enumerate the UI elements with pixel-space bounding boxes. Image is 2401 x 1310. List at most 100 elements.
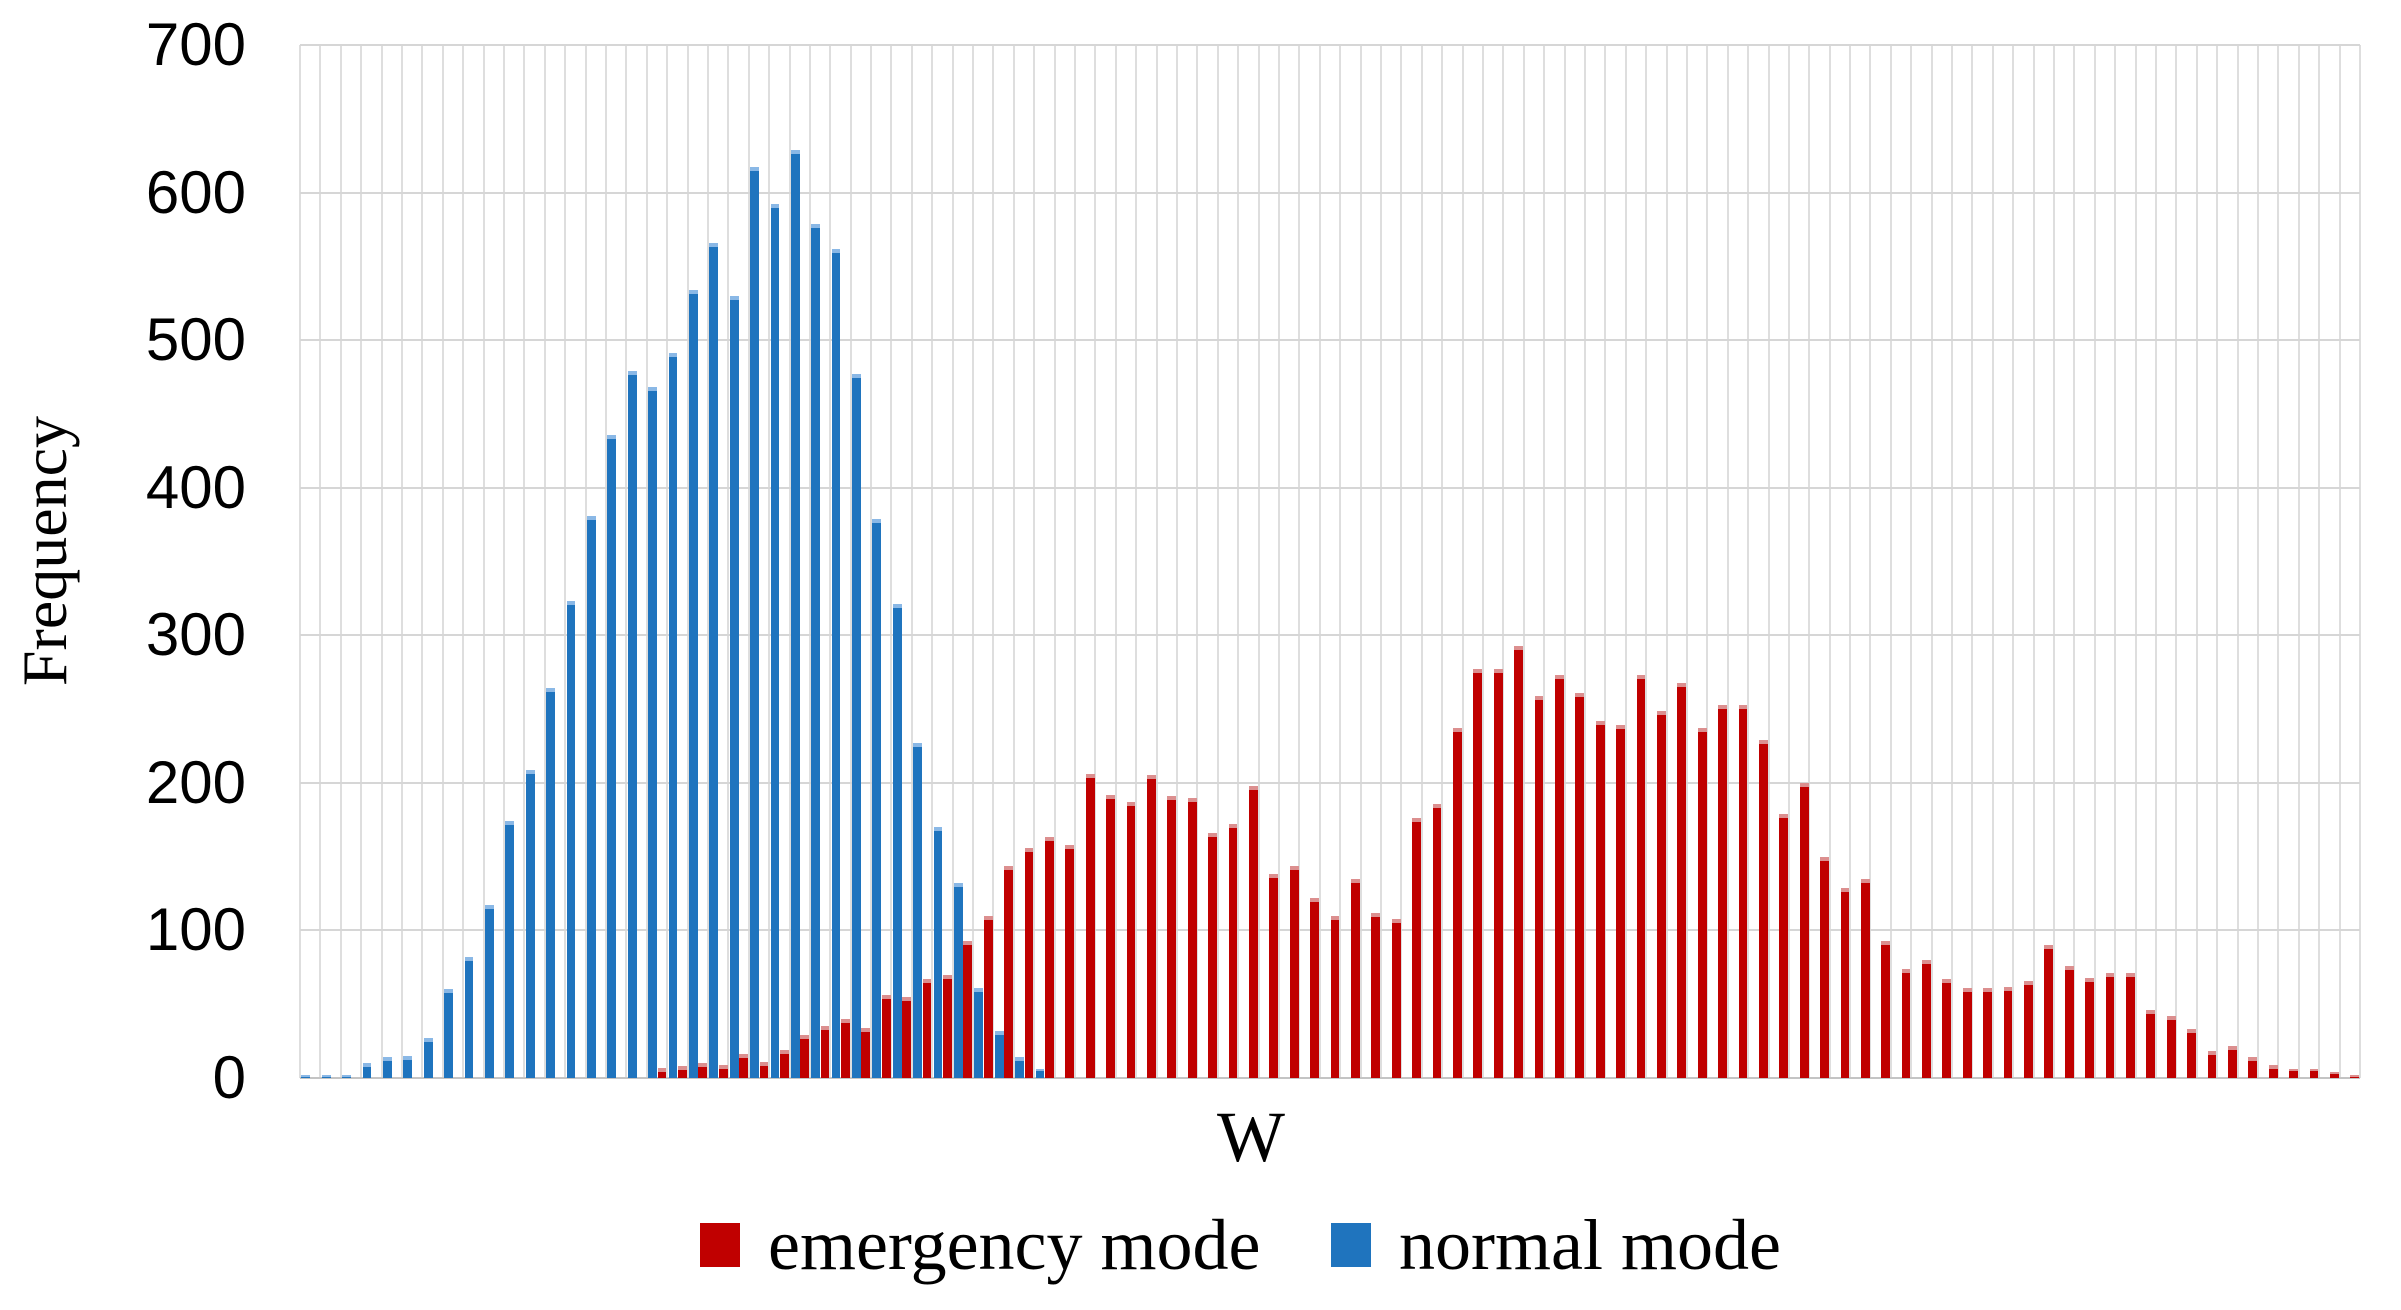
vertical-gridline <box>1971 45 1974 1078</box>
vertical-gridline <box>319 45 322 1078</box>
emergency-mode-bar <box>1432 803 1442 1078</box>
legend-item-emergency-mode: emergency mode <box>700 1200 1260 1290</box>
emergency-mode-bar <box>1249 785 1258 1078</box>
vertical-gridline <box>1910 45 1913 1078</box>
vertical-gridline <box>768 45 771 1078</box>
vertical-gridline <box>1033 45 1036 1078</box>
y-tick-label: 100 <box>145 896 246 964</box>
emergency-mode-bar <box>1371 912 1381 1078</box>
emergency-mode-bar <box>1962 987 1972 1078</box>
vertical-gridline <box>1420 45 1423 1078</box>
y-tick-label: 0 <box>212 1044 246 1111</box>
vertical-gridline <box>1012 45 1015 1078</box>
vertical-gridline <box>1094 45 1097 1078</box>
legend: emergency mode normal mode <box>0 1200 2401 1295</box>
vertical-gridline <box>1257 45 1260 1078</box>
emergency-mode-bar <box>983 915 993 1078</box>
vertical-gridline <box>2073 45 2076 1078</box>
vertical-gridline <box>1787 45 1790 1078</box>
horizontal-gridline <box>300 634 2360 637</box>
emergency-mode-bar <box>881 995 891 1078</box>
normal-mode-bar <box>444 989 453 1078</box>
emergency-mode-bar <box>1942 979 1952 1078</box>
emergency-mode-bar <box>1575 692 1585 1078</box>
normal-mode-bar <box>403 1055 413 1078</box>
normal-mode-bar <box>729 295 739 1078</box>
vertical-gridline <box>1706 45 1709 1078</box>
normal-mode-bar <box>1035 1069 1045 1078</box>
vertical-gridline <box>1502 45 1505 1078</box>
normal-mode-bar <box>831 248 841 1078</box>
plot-area <box>299 44 2361 1079</box>
normal-mode-bar <box>954 883 963 1078</box>
vertical-gridline <box>645 45 648 1078</box>
vertical-gridline <box>564 45 567 1078</box>
emergency-mode-bar <box>2228 1045 2237 1078</box>
vertical-gridline <box>2318 45 2321 1078</box>
horizontal-gridline <box>300 339 2360 342</box>
vertical-gridline <box>1298 45 1301 1078</box>
vertical-gridline <box>1951 45 1954 1078</box>
emergency-mode-bar <box>1330 915 1340 1078</box>
vertical-gridline <box>747 45 750 1078</box>
vertical-gridline <box>2216 45 2219 1078</box>
emergency-mode-bar <box>677 1066 687 1078</box>
vertical-gridline <box>1237 45 1240 1078</box>
normal-mode-bar <box>770 204 780 1078</box>
vertical-gridline <box>1930 45 1933 1078</box>
vertical-gridline <box>523 45 526 1078</box>
vertical-gridline <box>1543 45 1546 1078</box>
emergency-mode-bar <box>963 940 973 1078</box>
normal-mode-bar <box>668 353 678 1078</box>
emergency-mode-bar <box>1187 797 1197 1078</box>
emergency-mode-bar <box>922 979 932 1078</box>
vertical-gridline <box>1685 45 1688 1078</box>
vertical-gridline <box>543 45 546 1078</box>
horizontal-gridline <box>300 191 2360 194</box>
vertical-gridline <box>502 45 505 1078</box>
normal-mode-bar <box>790 149 800 1078</box>
vertical-gridline <box>584 45 587 1078</box>
x-axis-title: W <box>1217 1097 1285 1177</box>
vertical-gridline <box>1379 45 1382 1078</box>
emergency-mode-bar <box>779 1049 789 1078</box>
vertical-gridline <box>2114 45 2117 1078</box>
vertical-gridline <box>2359 45 2361 1078</box>
vertical-gridline <box>2053 45 2056 1078</box>
vertical-gridline <box>2155 45 2158 1078</box>
emergency-mode-bar <box>2166 1016 2176 1078</box>
emergency-mode-bar <box>2268 1064 2278 1078</box>
vertical-gridline <box>1869 45 1872 1078</box>
emergency-mode-bar <box>1636 675 1646 1078</box>
vertical-gridline <box>1155 45 1158 1078</box>
emergency-mode-bar <box>1758 740 1768 1078</box>
emergency-mode-bar <box>2289 1069 2298 1078</box>
vertical-gridline <box>2338 45 2341 1078</box>
emergency-mode-bar <box>1024 847 1034 1078</box>
emergency-mode-bar <box>2044 945 2054 1078</box>
emergency-mode-bar <box>1473 669 1483 1078</box>
vertical-gridline <box>421 45 424 1078</box>
emergency-mode-bar <box>1106 794 1116 1078</box>
emergency-mode-bar <box>1493 669 1503 1078</box>
emergency-mode-bar <box>2330 1072 2339 1078</box>
vertical-gridline <box>2175 45 2178 1078</box>
vertical-gridline <box>1481 45 1484 1078</box>
vertical-gridline <box>2032 45 2035 1078</box>
normal-mode-bar <box>627 371 637 1078</box>
emergency-mode-bar <box>1147 775 1156 1078</box>
emergency-mode-bar <box>657 1067 667 1078</box>
emergency-mode-bar <box>943 974 952 1078</box>
vertical-gridline <box>931 45 934 1078</box>
vertical-gridline <box>299 45 301 1078</box>
vertical-gridline <box>666 45 669 1078</box>
normal-mode-swatch <box>1331 1223 1371 1267</box>
vertical-gridline <box>849 45 852 1078</box>
vertical-gridline <box>1849 45 1852 1078</box>
vertical-gridline <box>788 45 791 1078</box>
y-tick-label: 500 <box>145 306 246 374</box>
normal-mode-bar <box>688 289 698 1078</box>
emergency-mode-bar <box>1697 728 1707 1078</box>
emergency-mode-bar <box>2248 1057 2258 1078</box>
vertical-gridline <box>829 45 832 1078</box>
